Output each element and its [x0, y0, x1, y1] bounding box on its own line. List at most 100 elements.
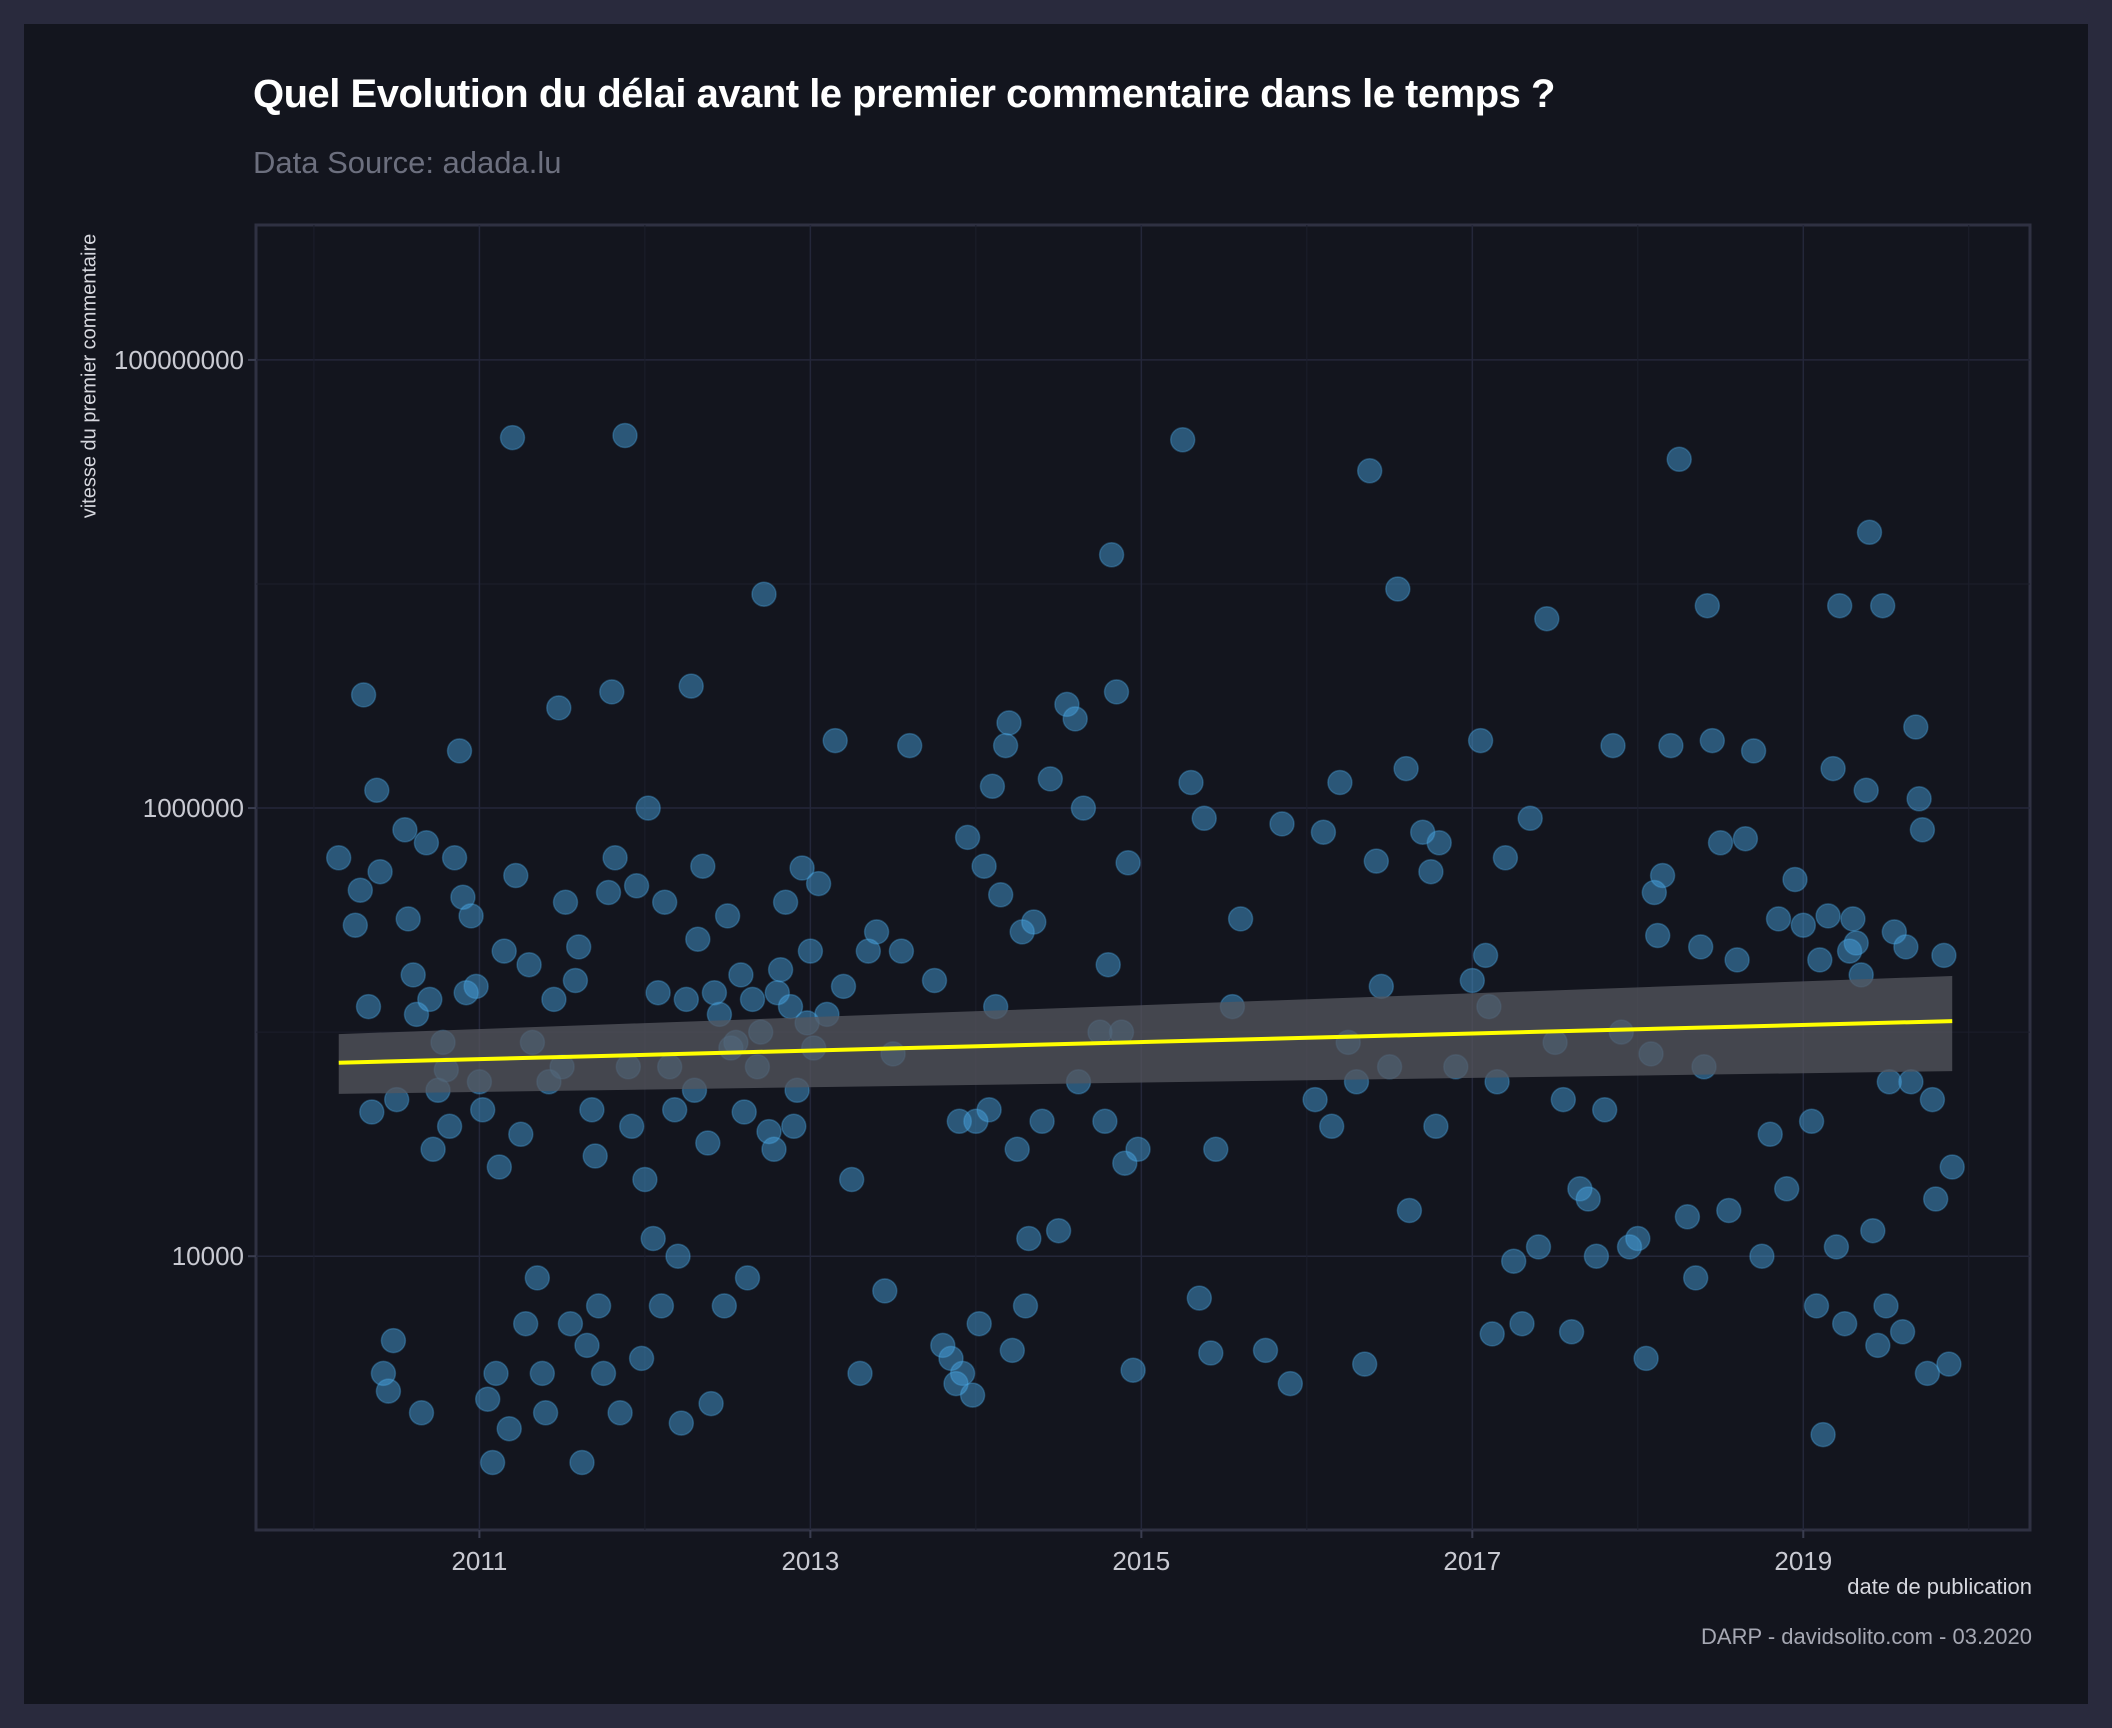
scatter-point — [1898, 1069, 1924, 1095]
scatter-point — [1919, 1086, 1946, 1113]
scatter-point — [1749, 1243, 1775, 1269]
scatter-point — [1699, 727, 1726, 754]
scatter-point — [474, 1386, 501, 1412]
scatter-point — [395, 906, 421, 932]
scatter-point — [805, 870, 832, 897]
scatter-point — [532, 1400, 559, 1426]
scatter-point — [1939, 1154, 1965, 1180]
scatter-point — [1479, 1321, 1505, 1347]
scatter-point — [1823, 1234, 1850, 1260]
scatter-point — [888, 938, 915, 964]
scatter-point — [623, 873, 650, 899]
scatter-point — [350, 682, 377, 708]
scatter-point — [1423, 1113, 1449, 1140]
scatter-point — [516, 951, 542, 978]
x-tick-label: 2017 — [1443, 1546, 1501, 1576]
scatter-point — [1575, 1186, 1601, 1212]
scatter-point — [1363, 848, 1390, 874]
scatter-point — [896, 732, 923, 759]
chart-caption: DARP - davidsolito.com - 03.2020 — [1701, 1624, 2032, 1649]
scatter-point — [364, 777, 390, 804]
scatter-point — [1931, 942, 1957, 969]
scatter-point — [618, 1113, 645, 1140]
scatter-point — [1269, 811, 1295, 837]
scatter-point — [413, 830, 440, 856]
scatter-point — [946, 1108, 973, 1135]
scatter-point — [569, 1449, 595, 1476]
scatter-point — [731, 1099, 757, 1125]
scatter-point — [1865, 1332, 1891, 1359]
scatter-point — [930, 1332, 956, 1359]
scatter-point — [1103, 679, 1130, 705]
scatter-point — [1092, 1108, 1118, 1135]
scatter-point — [512, 1310, 539, 1337]
scatter-point — [632, 1166, 658, 1193]
scatter-point — [1525, 1234, 1552, 1260]
scatter-point — [1062, 706, 1088, 732]
scatter-point — [855, 938, 882, 964]
scatter-point — [420, 1136, 446, 1163]
scatter-point — [822, 727, 848, 754]
scatter-point — [992, 732, 1019, 759]
scatter-point — [408, 1400, 435, 1426]
scatter-point — [1492, 845, 1519, 871]
y-tick-label: 1000000 — [143, 793, 244, 823]
confidence-band — [338, 976, 1953, 1094]
scatter-point — [797, 938, 824, 964]
scatter-point — [1716, 1197, 1742, 1224]
scatter-point — [1227, 906, 1254, 932]
scatter-point — [1936, 1351, 1962, 1377]
scatter-point — [1893, 934, 1919, 960]
scatter-point — [1203, 1136, 1229, 1163]
scatter-point — [1826, 592, 1853, 619]
scatter-point — [1840, 906, 1866, 932]
scatter-point — [375, 1378, 402, 1404]
scatter-point — [1426, 830, 1452, 856]
scatter-point — [1903, 714, 1929, 740]
scatter-point — [1625, 1225, 1651, 1252]
scatter-point — [761, 1136, 787, 1163]
scatter-point — [1860, 1217, 1886, 1244]
scatter-point — [668, 1410, 695, 1436]
scatter-point — [1732, 825, 1759, 852]
x-tick-label: 2015 — [1112, 1546, 1170, 1576]
scatter-point — [963, 1108, 989, 1135]
scatter-point — [565, 934, 592, 960]
x-tick-label: 2011 — [451, 1546, 507, 1576]
trend-line — [338, 1019, 1953, 1065]
scatter-point — [1550, 1086, 1577, 1113]
scatter-point — [1633, 1345, 1659, 1372]
scatter-point — [1782, 866, 1808, 893]
scatter-point — [1757, 1121, 1783, 1148]
scatter-point — [546, 695, 572, 721]
scatter-point — [979, 773, 1006, 800]
scatter-point — [1649, 862, 1676, 889]
scatter-point — [1054, 691, 1080, 718]
scatter-point — [1583, 1243, 1610, 1269]
scatter-point — [698, 1390, 724, 1417]
scatter-point — [863, 919, 890, 945]
scatter-point — [1045, 1217, 1072, 1244]
scatter-point — [665, 1243, 691, 1269]
scatter-point — [359, 1099, 385, 1125]
scatter-point — [673, 986, 700, 1013]
scatter-point — [450, 884, 476, 910]
scatter-point — [1004, 1136, 1030, 1163]
scatter-point — [734, 1265, 761, 1291]
scatter-point — [1641, 879, 1668, 906]
scatter-point — [996, 710, 1022, 736]
scatter-point — [640, 1225, 666, 1252]
y-tick-label: 100000000 — [114, 345, 244, 375]
scatter-point — [685, 926, 711, 952]
scatter-point — [701, 979, 728, 1006]
plot-panel — [254, 223, 2032, 1532]
scatter-point — [661, 1097, 688, 1123]
scatter-point — [1418, 858, 1444, 885]
scatter-point — [1472, 942, 1499, 969]
scatter-point — [1356, 458, 1383, 484]
scatter-point — [1178, 769, 1204, 796]
scatter-point — [1922, 1186, 1949, 1212]
scatter-point — [342, 912, 369, 938]
scatter-point — [838, 1166, 865, 1193]
